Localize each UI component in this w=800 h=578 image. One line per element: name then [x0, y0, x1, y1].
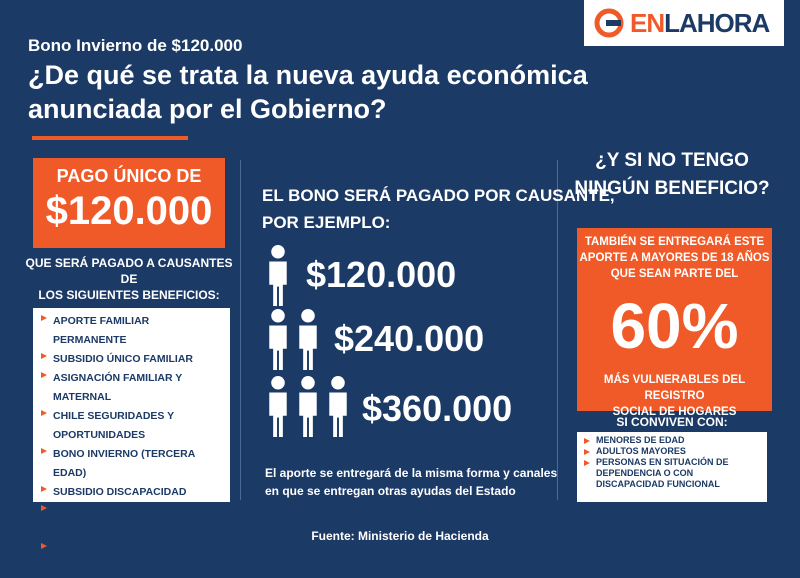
kicker: Bono Invierno de $120.000 [28, 36, 243, 55]
logo-text: ENLAHORA [630, 8, 770, 39]
person-icon [296, 375, 320, 437]
benefits-box: APORTE FAMILIAR PERMANENTE SUBSIDIO ÚNICO… [33, 308, 230, 574]
title-underline [32, 136, 188, 140]
logo-part: LAHORA [664, 8, 770, 38]
box-percent: 60% [610, 290, 739, 362]
cohabit-list: MENORES DE EDAD ADULTOS MAYORES PERSONAS E… [582, 435, 762, 490]
payment-box: PAGO ÚNICO DE $120.000 [33, 158, 225, 248]
example-amount: $360.000 [362, 388, 513, 429]
box-line: QUE SEAN PARTE DEL [610, 268, 739, 280]
heading-line: ¿Y SI NO TENGO [595, 150, 749, 171]
logo-part: EN [630, 8, 665, 38]
box-line: MÁS VULNERABLES DEL REGISTRO [603, 374, 746, 402]
box-line: TAMBIÉN SE ENTREGARÁ ESTE [584, 236, 765, 248]
separator [240, 160, 241, 500]
right-heading: ¿Y SI NO TENGO NINGÚN BENEFICIO? [572, 147, 772, 203]
list-item: PENSIÓN BÁSICA SOLIDARIA DE INVALIDEZ [39, 540, 224, 578]
heading-line: POR EJEMPLO: [262, 213, 391, 232]
list-item: SUBSIDIO DISCAPACIDAD [39, 483, 224, 502]
person-icon [296, 308, 320, 370]
cohabit-label: SI CONVIVEN CON: [616, 415, 728, 429]
list-item: CHILE SEGURIDADES Y OPORTUNIDADES [39, 407, 224, 445]
subtitle-line: LOS SIGUIENTES BENEFICIOS: [38, 288, 220, 302]
heading-line: NINGÚN BENEFICIO? [574, 178, 770, 199]
cohabit-box: MENORES DE EDAD ADULTOS MAYORES PERSONAS E… [577, 432, 767, 502]
logo-icon [594, 8, 624, 38]
middle-note: El aporte se entregará de la misma forma… [265, 464, 557, 500]
list-item: PERSONAS EN SITUACIÓN DE DEPENDENCIA O C… [582, 457, 762, 490]
list-item: APORTE FAMILIAR PERMANENTE [39, 312, 224, 350]
example-amount: $240.000 [334, 318, 485, 359]
person-icon [266, 244, 290, 306]
person-icon [326, 375, 350, 437]
list-item: ADULTOS MAYORES [582, 446, 762, 457]
example-amount: $120.000 [306, 254, 457, 295]
person-icon [266, 308, 290, 370]
middle-heading: EL BONO SERÁ PAGADO POR CAUSANTE, POR EJ… [262, 182, 615, 236]
page: ENLAHORA Bono Invierno de $120.000 ¿De q… [25, 0, 784, 574]
list-item: MENORES DE EDAD [582, 435, 762, 446]
person-icon [266, 375, 290, 437]
list-item: SUBSIDIO ÚNICO FAMILIAR [39, 350, 224, 369]
note-line: El aporte se entregará de la misma forma… [265, 466, 558, 480]
note-line: en que se entregan otras ayudas del Esta… [265, 484, 516, 498]
source: Fuente: Ministerio de Hacienda [311, 529, 489, 543]
box-label: PAGO ÚNICO DE [56, 166, 202, 186]
box-amount: $120.000 [45, 189, 213, 233]
benefits-list: APORTE FAMILIAR PERMANENTE SUBSIDIO ÚNICO… [39, 312, 224, 578]
list-item: BONO INVIERNO (TERCERA EDAD) [39, 445, 224, 483]
subtitle-line: QUE SERÁ PAGADO A CAUSANTES DE [25, 256, 233, 286]
separator [557, 160, 558, 500]
logo: ENLAHORA [584, 0, 784, 46]
box-line: APORTE A MAYORES DE 18 AÑOS [579, 252, 770, 264]
heading-line: EL BONO SERÁ PAGADO POR CAUSANTE, [262, 186, 615, 205]
title-line: ¿De qué se trata la nueva ayuda económic… [28, 60, 588, 90]
box-line: SOCIAL DE HOGARES [612, 406, 737, 418]
list-item: ASIGNACIÓN FAMILIAR Y MATERNAL [39, 369, 224, 407]
list-item: APORTE PREVISIONAL SOLIDARIO DE INVALIDE… [39, 502, 224, 540]
left-subtitle: QUE SERÁ PAGADO A CAUSANTES DE LOS SIGUI… [25, 255, 233, 303]
vulnerable-box: TAMBIÉN SE ENTREGARÁ ESTE APORTE A MAYOR… [577, 228, 772, 418]
title-line: anunciada por el Gobierno? [28, 94, 387, 124]
